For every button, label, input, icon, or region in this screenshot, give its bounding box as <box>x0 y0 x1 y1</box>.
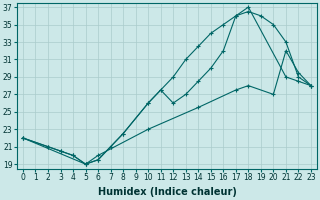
X-axis label: Humidex (Indice chaleur): Humidex (Indice chaleur) <box>98 187 236 197</box>
